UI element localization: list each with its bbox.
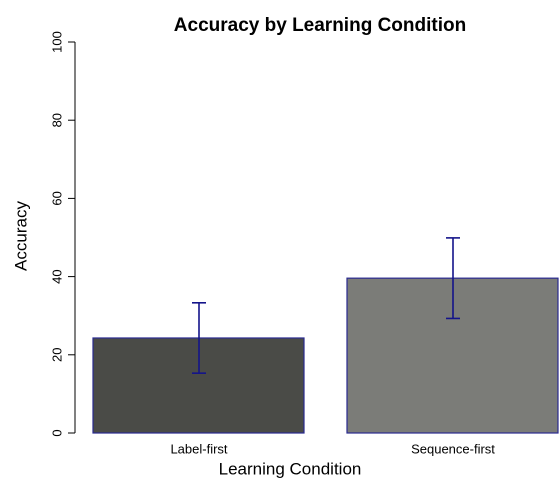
y-axis-label: Accuracy [11, 201, 30, 271]
y-tick-label: 100 [49, 31, 64, 53]
x-tick-label: Sequence-first [411, 441, 495, 456]
error-bar [446, 237, 460, 320]
y-tick-label: 20 [49, 348, 64, 362]
x-tick-label: Label-first [170, 441, 227, 456]
y-tick-label: 0 [49, 429, 64, 436]
error-bar [192, 301, 206, 374]
y-tick-label: 40 [49, 269, 64, 283]
chart-title: Accuracy by Learning Condition [174, 15, 466, 36]
x-axis-label: Learning Condition [219, 459, 362, 478]
y-tick-label: 80 [49, 113, 64, 127]
y-tick-label: 60 [49, 191, 64, 205]
